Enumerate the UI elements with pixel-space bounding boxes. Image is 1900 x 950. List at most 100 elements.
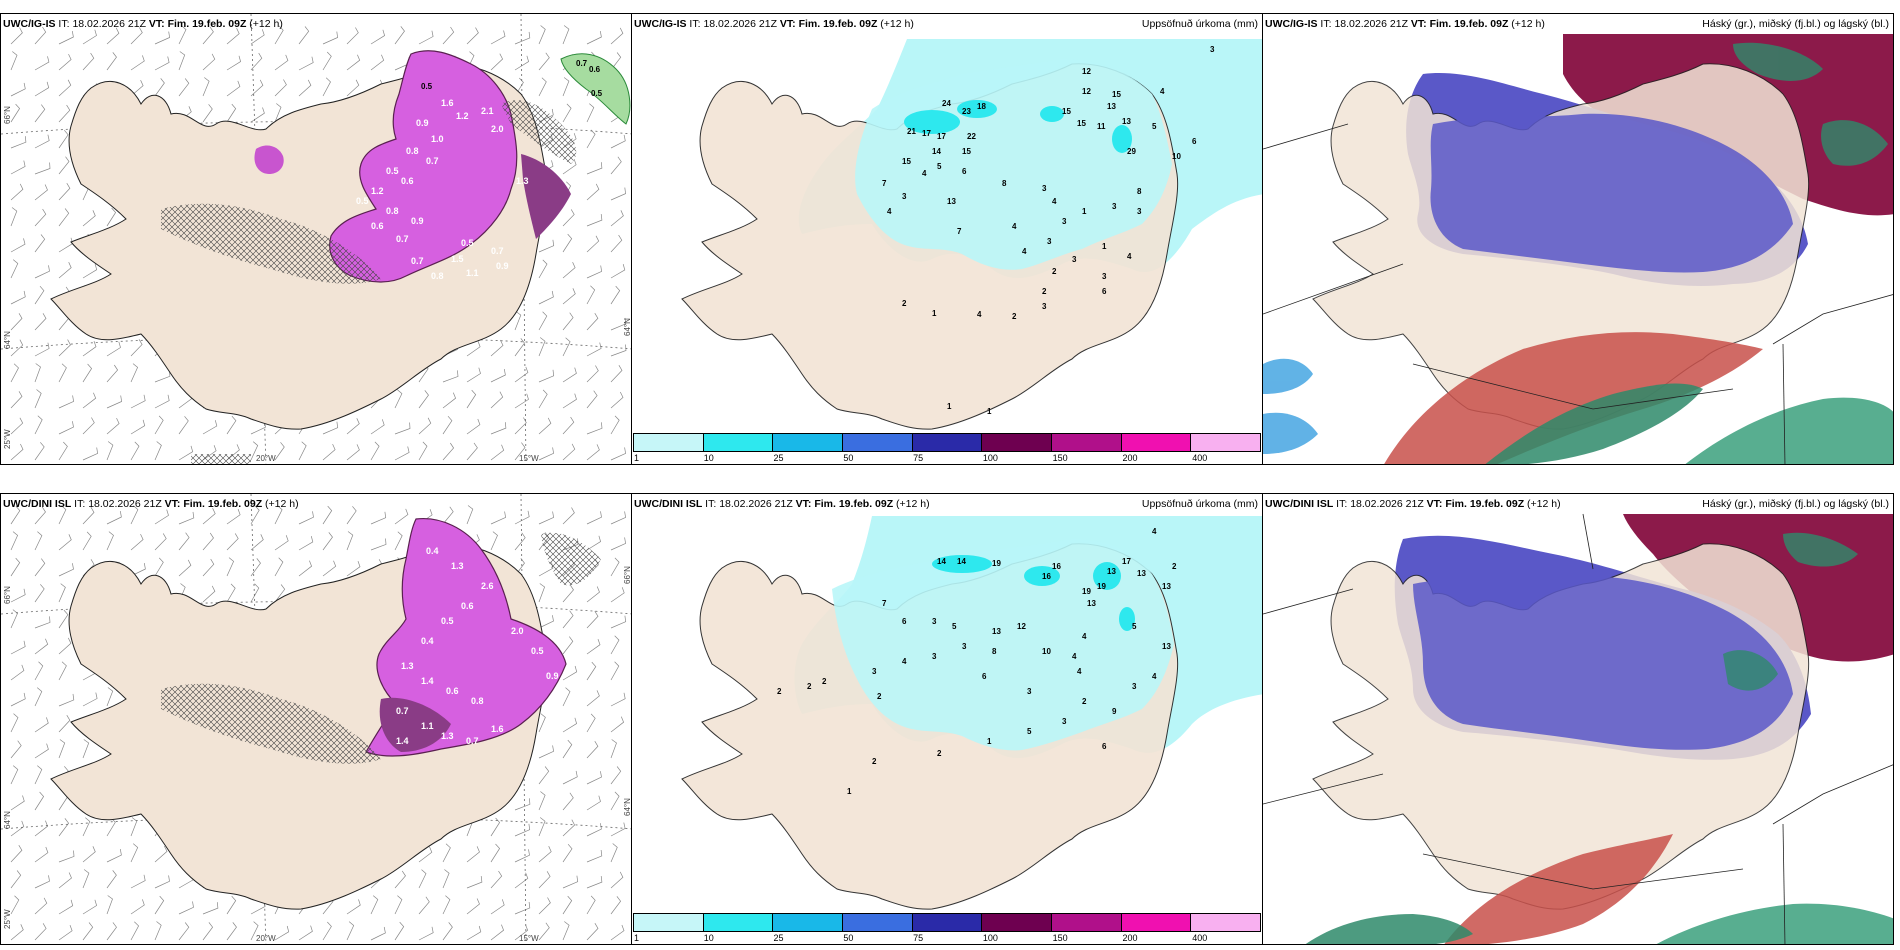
wind-barb bbox=[394, 422, 411, 435]
precip-value-label: 2 bbox=[877, 692, 882, 701]
legend-tick-label: 150 bbox=[1052, 453, 1068, 463]
wind-barb bbox=[562, 687, 571, 707]
wind-barb bbox=[178, 559, 192, 577]
wind-barb bbox=[610, 871, 624, 889]
region-borders bbox=[1263, 513, 1893, 944]
wind-barb bbox=[34, 265, 50, 279]
wind-barb bbox=[34, 743, 49, 759]
wind-barb bbox=[586, 895, 596, 915]
wind-barb bbox=[562, 416, 575, 435]
vt-label: VT: bbox=[795, 498, 812, 510]
wind-barb bbox=[10, 765, 19, 785]
snow-depth-label: 1.2 bbox=[371, 186, 384, 196]
snow-depth-label: 0.7 bbox=[466, 736, 479, 746]
legend-tick-label: 100 bbox=[982, 453, 998, 463]
wind-barb bbox=[538, 922, 550, 941]
wind-barb bbox=[10, 207, 18, 227]
wind-barb bbox=[202, 77, 210, 97]
wind-barb bbox=[586, 422, 603, 435]
wind-barb bbox=[34, 313, 47, 331]
wind-barb bbox=[154, 921, 162, 941]
precip-value-label: 24 bbox=[942, 99, 951, 108]
wind-barb bbox=[586, 638, 601, 655]
precip-value-label: 2 bbox=[1042, 287, 1047, 296]
wind-barb bbox=[586, 535, 602, 551]
wind-barb bbox=[106, 52, 117, 71]
precip-value-label: 6 bbox=[1102, 742, 1107, 751]
precip-value-label: 8 bbox=[1002, 179, 1007, 188]
legend-color-cell bbox=[982, 434, 1053, 451]
snow-depth-label: 0.6 bbox=[461, 601, 474, 611]
wind-barb bbox=[58, 739, 66, 759]
it-value: 18.02.2026 21Z bbox=[1334, 18, 1408, 30]
wind-barb bbox=[10, 640, 26, 655]
wind-barb bbox=[562, 262, 576, 279]
wind-barb bbox=[154, 441, 162, 461]
wind-barb bbox=[586, 795, 601, 811]
wind-barb bbox=[106, 687, 114, 707]
wind-barb bbox=[58, 850, 75, 863]
vt-value: Fim. 19.feb. 09Z bbox=[798, 18, 878, 30]
snow-depth-label: 1.4 bbox=[396, 736, 409, 746]
snow-depth-label: 0.9 bbox=[546, 671, 559, 681]
precip-value-label: 17 bbox=[1122, 557, 1131, 566]
wind-barb bbox=[10, 557, 21, 577]
precip-value-label: 3 bbox=[1210, 45, 1215, 54]
wind-barb bbox=[82, 531, 92, 551]
wind-barb bbox=[466, 505, 474, 525]
precip-value-label: 13 bbox=[992, 627, 1001, 636]
snow-area-magenta bbox=[365, 517, 567, 757]
wind-barb bbox=[250, 583, 260, 603]
wind-barb bbox=[442, 895, 451, 915]
wind-barb bbox=[154, 845, 168, 863]
precip-value-label: 5 bbox=[937, 162, 942, 171]
wind-barb bbox=[202, 26, 214, 45]
wind-barb bbox=[514, 31, 531, 45]
wind-barb bbox=[10, 845, 23, 863]
precip-value-label: 1 bbox=[947, 402, 952, 411]
wind-barb bbox=[58, 339, 71, 357]
wind-barb bbox=[34, 208, 47, 227]
wind-barb bbox=[10, 238, 26, 253]
wind-barb bbox=[610, 635, 620, 655]
wind-barb bbox=[322, 421, 339, 435]
wind-barb bbox=[10, 795, 25, 811]
wind-barb bbox=[250, 107, 265, 123]
wind-barb bbox=[10, 183, 24, 201]
wind-barb bbox=[562, 875, 579, 889]
wind-barb bbox=[58, 693, 75, 707]
wind-barb bbox=[562, 792, 574, 811]
legend-tick-label: 10 bbox=[703, 933, 714, 943]
wind-barb bbox=[418, 390, 429, 409]
wind-barb bbox=[130, 55, 145, 71]
snow-depth-label: 0.5 bbox=[461, 238, 474, 248]
snow-depth-label: 2.0 bbox=[491, 124, 504, 134]
wind-barb bbox=[490, 924, 505, 941]
vt-label: VT: bbox=[148, 18, 165, 30]
wind-barb bbox=[10, 313, 23, 331]
wind-barb bbox=[58, 395, 74, 409]
snow-depth-label: 1.6 bbox=[441, 98, 454, 108]
wind-barb bbox=[34, 56, 50, 71]
precip-value-label: 3 bbox=[1137, 207, 1142, 216]
precip-value-label: 15 bbox=[1077, 119, 1086, 128]
wind-barb bbox=[466, 418, 481, 435]
wind-barb bbox=[562, 312, 574, 331]
snow-depth-label: 0.7 bbox=[576, 59, 588, 68]
wind-barb bbox=[58, 818, 70, 837]
wind-barb bbox=[10, 531, 19, 551]
precip-value-label: 3 bbox=[1132, 682, 1137, 691]
wind-barb bbox=[58, 609, 69, 629]
precip-value-label: 3 bbox=[1072, 255, 1077, 264]
precip-value-label: 7 bbox=[882, 599, 887, 608]
wind-barb bbox=[370, 29, 386, 45]
wind-barb bbox=[154, 895, 165, 915]
panel-title: UWC/DINI ISL IT: 18.02.2026 21Z VT: Fim.… bbox=[3, 498, 299, 510]
cloud-map-canvas bbox=[1263, 494, 1893, 944]
precip-value-label: 4 bbox=[1152, 527, 1157, 536]
wind-barb bbox=[154, 31, 170, 45]
wind-barb bbox=[562, 717, 578, 733]
it-value: 18.02.2026 21Z bbox=[719, 498, 793, 510]
wind-barb bbox=[34, 81, 50, 97]
wind-barb bbox=[538, 615, 554, 629]
